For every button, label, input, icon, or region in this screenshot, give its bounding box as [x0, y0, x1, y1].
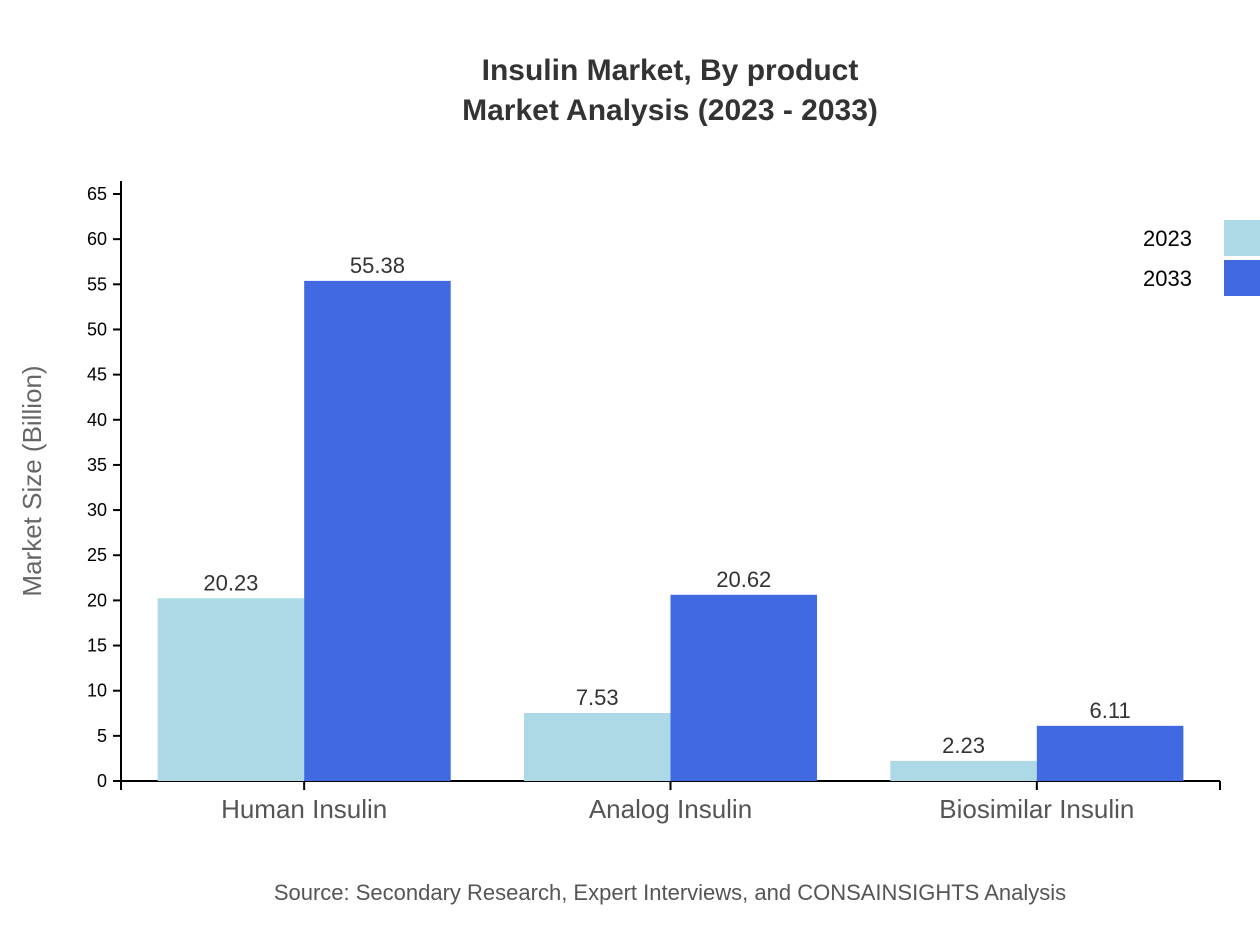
- y-tick-label: 35: [87, 455, 107, 475]
- x-tick-label: Biosimilar Insulin: [939, 794, 1134, 824]
- data-label: 20.62: [716, 567, 771, 592]
- y-tick-label: 20: [87, 590, 107, 610]
- y-tick-label: 30: [87, 500, 107, 520]
- data-label: 2.23: [942, 733, 985, 758]
- y-tick-label: 0: [97, 771, 107, 791]
- data-label: 7.53: [576, 685, 619, 710]
- bar: [670, 594, 818, 781]
- legend-swatch: [1224, 220, 1260, 256]
- chart-title: Insulin Market, By product: [482, 54, 859, 87]
- y-tick-label: 50: [87, 319, 107, 339]
- x-tick-label: Analog Insulin: [589, 794, 752, 824]
- bar: [523, 712, 671, 781]
- bar: [157, 598, 305, 781]
- y-tick-label: 25: [87, 545, 107, 565]
- legend-label: 2023: [1143, 226, 1192, 251]
- y-tick-label: 65: [87, 184, 107, 204]
- bar: [304, 280, 451, 781]
- y-tick-label: 40: [87, 410, 107, 430]
- data-label: 6.11: [1090, 698, 1131, 723]
- data-label: 20.23: [203, 570, 258, 595]
- y-tick-label: 15: [87, 636, 107, 656]
- source-note: Source: Secondary Research, Expert Inter…: [274, 880, 1066, 905]
- data-label: 55.38: [350, 253, 405, 278]
- y-tick-label: 55: [87, 274, 107, 294]
- y-tick-label: 5: [97, 726, 107, 746]
- y-tick-label: 60: [87, 229, 107, 249]
- y-axis-label: Market Size (Billion): [17, 365, 47, 596]
- y-tick-label: 10: [87, 681, 107, 701]
- legend-swatch: [1224, 260, 1260, 296]
- chart-subtitle: Market Analysis (2023 - 2033): [462, 94, 878, 127]
- bar: [890, 760, 1037, 781]
- y-tick-label: 45: [87, 365, 107, 385]
- bar: [1036, 725, 1184, 781]
- x-tick-label: Human Insulin: [221, 794, 387, 824]
- legend-label: 2033: [1143, 266, 1192, 291]
